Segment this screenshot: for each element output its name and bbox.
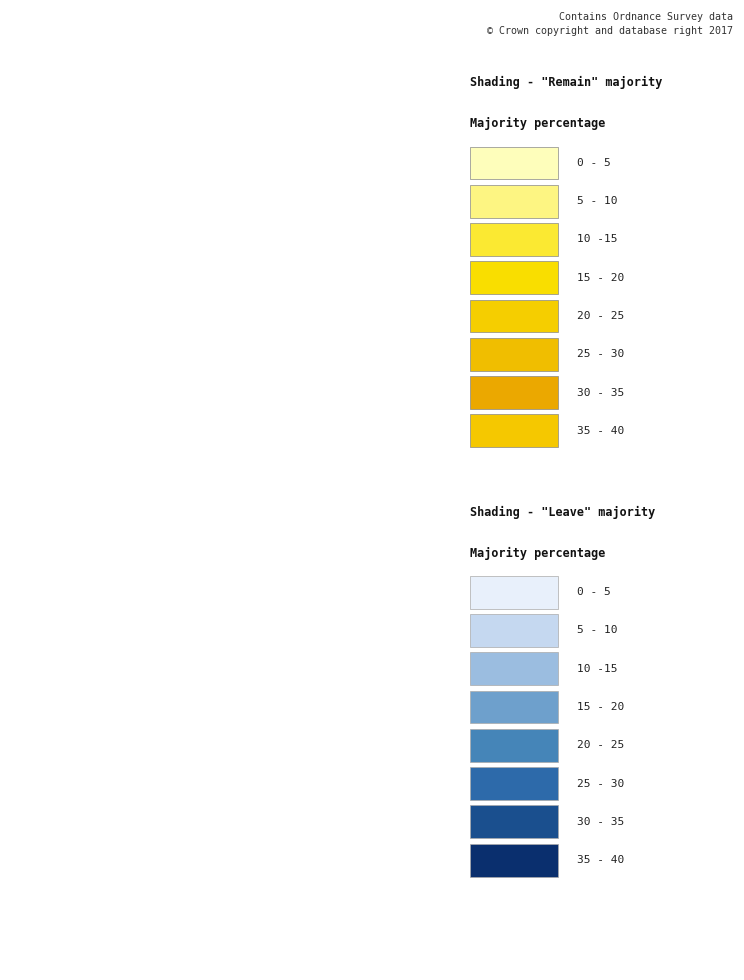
Text: 5 - 10: 5 - 10 — [577, 625, 618, 635]
Text: 20 - 25: 20 - 25 — [577, 311, 624, 321]
Text: Shading - "Leave" majority: Shading - "Leave" majority — [469, 506, 655, 518]
Text: 35 - 40: 35 - 40 — [577, 426, 624, 436]
Text: 25 - 30: 25 - 30 — [577, 778, 624, 789]
Text: 15 - 20: 15 - 20 — [577, 702, 624, 712]
Bar — [469, 614, 558, 647]
Text: 30 - 35: 30 - 35 — [577, 817, 624, 827]
Text: 0 - 5: 0 - 5 — [577, 587, 611, 597]
Text: Majority percentage: Majority percentage — [469, 118, 605, 130]
Text: 0 - 5: 0 - 5 — [577, 158, 611, 168]
Text: 15 - 20: 15 - 20 — [577, 272, 624, 283]
Text: 20 - 25: 20 - 25 — [577, 740, 624, 751]
Text: 10 -15: 10 -15 — [577, 234, 618, 244]
Bar — [469, 300, 558, 332]
Bar — [469, 729, 558, 761]
Bar — [469, 147, 558, 179]
Text: 5 - 10: 5 - 10 — [577, 196, 618, 206]
Bar — [469, 338, 558, 370]
Bar — [469, 844, 558, 876]
Bar — [469, 576, 558, 609]
Bar — [469, 653, 558, 685]
Text: Shading - "Remain" majority: Shading - "Remain" majority — [469, 76, 662, 89]
Bar — [469, 262, 558, 294]
Text: 35 - 40: 35 - 40 — [577, 856, 624, 865]
Bar — [469, 767, 558, 800]
Bar — [469, 223, 558, 256]
Text: 10 -15: 10 -15 — [577, 663, 618, 674]
Bar — [469, 415, 558, 447]
Text: Contains Ordnance Survey data
© Crown copyright and database right 2017: Contains Ordnance Survey data © Crown co… — [487, 12, 733, 35]
Bar — [469, 806, 558, 838]
Text: 30 - 35: 30 - 35 — [577, 388, 624, 398]
Bar — [469, 691, 558, 723]
Bar — [469, 185, 558, 218]
Bar — [469, 376, 558, 409]
Text: Majority percentage: Majority percentage — [469, 547, 605, 560]
Text: 25 - 30: 25 - 30 — [577, 349, 624, 360]
